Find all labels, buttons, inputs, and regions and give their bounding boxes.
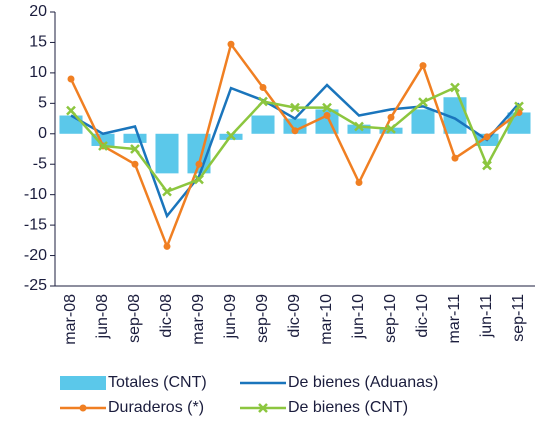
x-tick-label: sep-10: [382, 294, 399, 343]
y-tick-label: -5: [33, 155, 47, 172]
y-tick-label: 20: [29, 3, 47, 20]
bar: [347, 124, 371, 134]
bar: [251, 115, 275, 134]
point-cross: [66, 105, 76, 116]
x-tick-label: dic-09: [286, 294, 303, 338]
x-tick-label: jun-08: [94, 294, 111, 340]
point: [514, 101, 524, 112]
point: [291, 127, 299, 135]
point: [194, 174, 204, 185]
point-cross: [418, 97, 428, 107]
y-tick-label: 10: [29, 64, 47, 81]
point-cross: [162, 186, 172, 197]
point-cross: [258, 403, 268, 413]
point: [79, 404, 87, 412]
point: [419, 62, 427, 70]
point: [450, 82, 460, 93]
point-cross: [322, 102, 332, 113]
point-cross: [386, 124, 396, 134]
x-tick-label: mar-08: [62, 294, 79, 345]
point: [323, 112, 331, 120]
point: [162, 186, 172, 197]
point-cross: [290, 102, 300, 113]
point: [195, 160, 203, 168]
bar: [411, 109, 435, 134]
legend-label: Duraderos (*): [108, 399, 204, 416]
point: [290, 102, 300, 113]
y-tick-label: 5: [38, 95, 47, 112]
point-cross: [130, 144, 140, 154]
point: [226, 130, 236, 141]
x-tick-label: jun-10: [350, 294, 367, 340]
y-tick-label: -10: [24, 186, 47, 203]
point: [66, 105, 76, 116]
legend-swatch: [60, 376, 106, 390]
y-tick-label: -15: [24, 216, 47, 233]
point: [354, 121, 364, 132]
bar: [123, 133, 147, 143]
x-tick-label: mar-11: [446, 294, 463, 344]
point-cross: [258, 96, 268, 107]
point: [418, 97, 428, 107]
point: [322, 102, 332, 113]
point: [483, 133, 491, 141]
x-tick-label: mar-10: [318, 294, 335, 345]
x-tick-label: mar-09: [190, 294, 207, 345]
point-cross: [450, 82, 460, 93]
point-cross: [354, 121, 364, 132]
bar: [91, 133, 115, 146]
x-tick-label: sep-08: [126, 294, 143, 343]
bar: [443, 97, 467, 134]
point-cross: [482, 160, 492, 171]
x-tick-label: dic-08: [158, 294, 175, 338]
x-tick-label: dic-10: [414, 294, 431, 338]
point: [67, 75, 75, 83]
x-tick-label: jun-09: [222, 294, 239, 340]
point-cross: [226, 130, 236, 141]
point: [258, 96, 268, 107]
point: [163, 242, 171, 250]
y-tick-label: 15: [29, 34, 47, 51]
point: [386, 124, 396, 134]
point: [98, 141, 108, 151]
point: [131, 160, 139, 168]
point-cross: [98, 141, 108, 151]
point: [482, 160, 492, 171]
point: [258, 403, 268, 413]
point-cross: [194, 174, 204, 185]
point: [387, 113, 395, 121]
legend-label: Totales (CNT): [108, 374, 207, 391]
line: [70, 83, 520, 219]
y-tick-label: 0: [38, 125, 47, 142]
x-tick-label: sep-11: [510, 294, 527, 342]
point: [227, 40, 235, 48]
y-tick-label: -25: [24, 277, 47, 294]
legend-label: De bienes (Aduanas): [288, 374, 438, 391]
legend-label: De bienes (CNT): [288, 399, 408, 416]
y-tick-label: -20: [24, 247, 47, 264]
x-tick-label: sep-09: [254, 294, 271, 343]
point: [130, 144, 140, 154]
x-tick-label: jun-11: [478, 294, 495, 338]
bar: [155, 133, 179, 174]
point: [451, 154, 459, 162]
bar: [379, 127, 403, 134]
point: [259, 84, 267, 92]
point-cross: [514, 101, 524, 112]
point: [355, 178, 363, 186]
